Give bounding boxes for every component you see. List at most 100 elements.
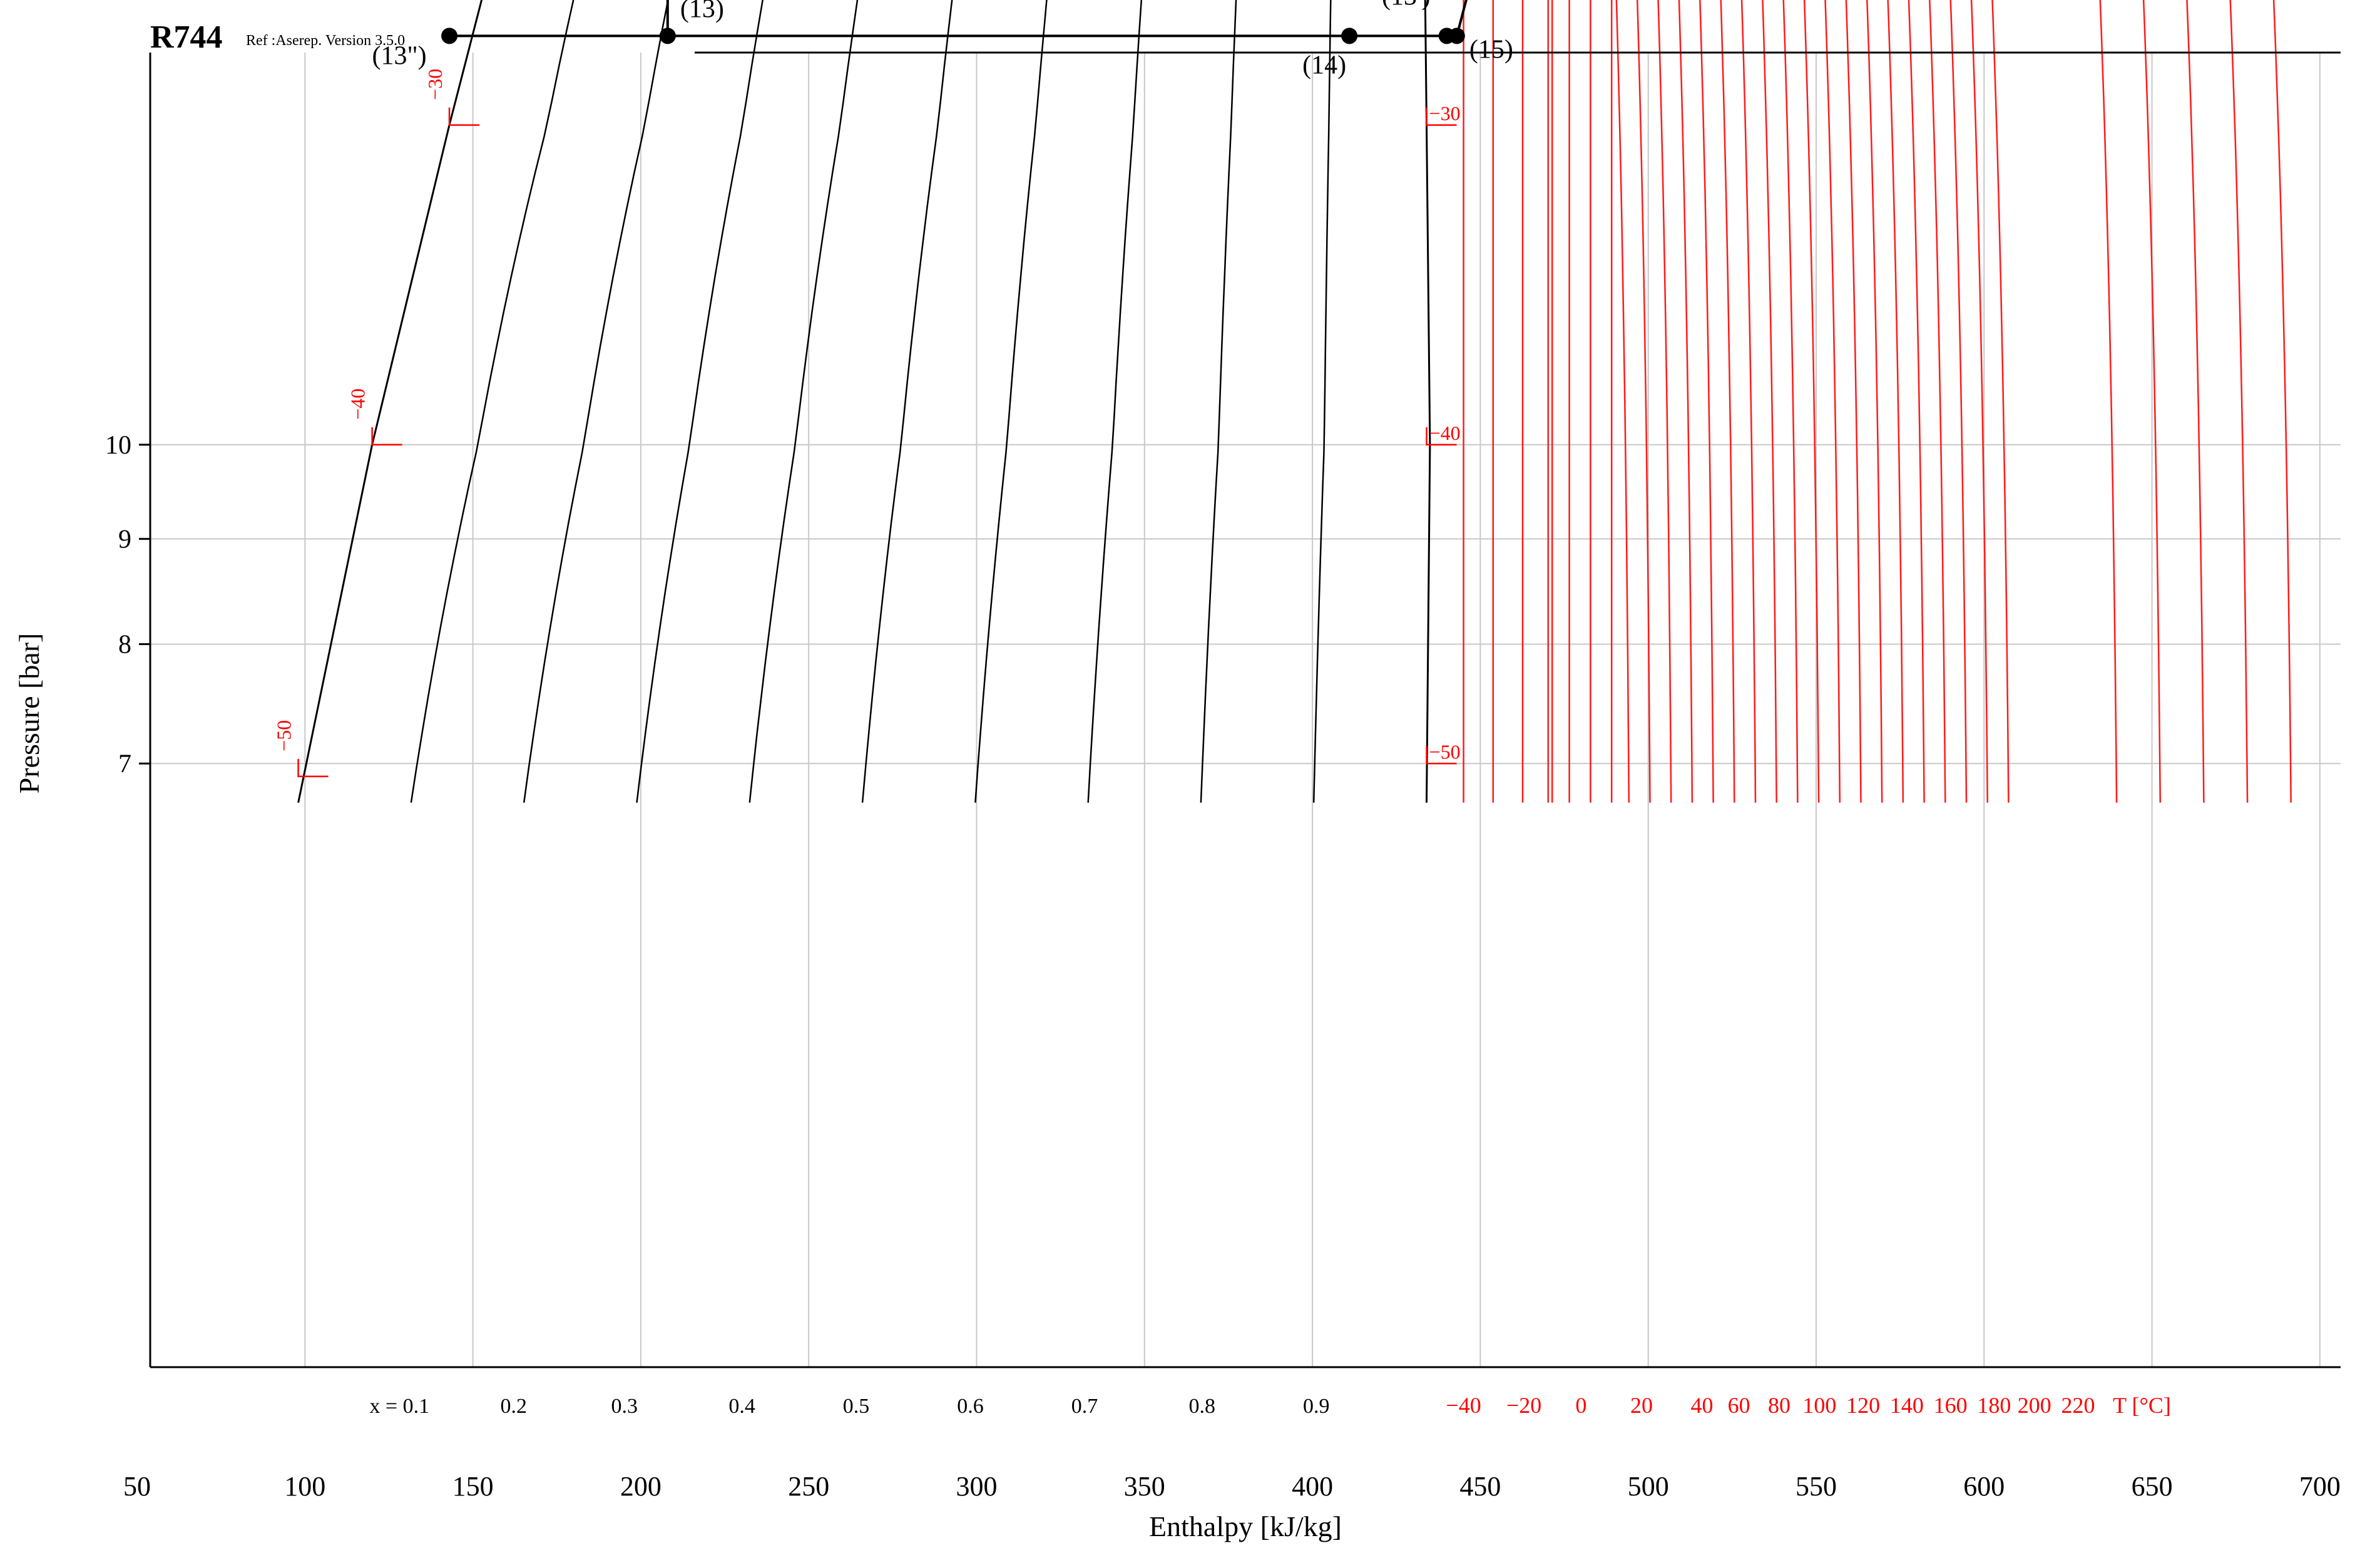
temperature-label: 20 [1630,1393,1653,1418]
quality-label: 0.3 [611,1395,638,1418]
cycle-lines [449,0,1468,38]
quality-line [974,0,1048,803]
isotherm-line [1991,0,2010,803]
isotherm-line [1762,0,1777,803]
isotherm-line [2229,0,2249,803]
temperature-tick [1426,107,1457,126]
vapor-temp-label: −50 [1429,740,1461,763]
isotherm-line [1657,0,1672,803]
quality-line [861,0,953,803]
vapor-temp-label: −30 [1429,102,1461,125]
quality-label: x = 0.1 [369,1395,429,1418]
temperature-label: 200 [2018,1393,2051,1418]
x-tick-label: 50 [123,1471,151,1502]
temperature-label: 80 [1768,1393,1790,1418]
quality-label: 0.9 [1303,1395,1330,1418]
quality-line [748,0,859,803]
temperature-label: 160 [1934,1393,1968,1418]
isotherm-line [1824,0,1841,803]
quality-line [1200,0,1237,803]
isotherm-line [2186,0,2205,803]
quality-lines [410,0,1332,803]
isotherm-line [1699,0,1714,803]
y-tick-label: 8 [118,631,131,659]
saturated-liquid-line [297,0,483,803]
isotherm-line [1615,0,1630,803]
quality-label: 0.8 [1189,1395,1216,1418]
temperature-label: 100 [1802,1393,1836,1418]
temperature-label: 140 [1890,1393,1924,1418]
cycle-point-label: (13') [1382,0,1431,11]
x-axis-title: Enthalpy [kJ/kg] [1149,1510,1342,1542]
vapor-temp-label: −40 [1429,422,1461,444]
cycle-point-label: (13") [372,41,426,70]
x-tick-label: 600 [1963,1471,2005,1502]
x-tick-label: 650 [2132,1471,2173,1502]
isotherm-line [1782,0,1799,803]
x-tick-label: 300 [956,1471,998,1502]
chart-text: 1009080706050403020109875010015020025030… [105,0,2341,1502]
isotherm-line [1803,0,1820,803]
x-tick-label: 350 [1124,1471,1165,1502]
x-tick-label: 100 [284,1471,325,1502]
isotherm-line [1866,0,1883,803]
x-tick-label: 700 [2299,1471,2341,1502]
temperature-label: −20 [1506,1393,1541,1418]
cycle-point-label: (15) [1469,35,1513,64]
isotherm-lines [1463,0,2292,803]
x-tick-label: 550 [1795,1471,1837,1502]
temperature-label: 120 [1846,1393,1880,1418]
quality-label: 0.2 [500,1395,527,1418]
liquid-temp-label: −50 [273,720,295,751]
temperature-tick [1426,746,1457,765]
temperature-tick [297,758,329,778]
temperature-label: 60 [1728,1393,1750,1418]
temperature-label: 40 [1691,1393,1714,1418]
isotherm-line [1720,0,1735,803]
y-axis-title: Pressure [bar] [13,633,45,794]
x-tick-label: 500 [1628,1471,1669,1502]
isotherm-line [2142,0,2162,803]
saturation-dome [297,0,1431,803]
quality-label: 0.5 [843,1395,870,1418]
cycle-point [441,28,458,44]
x-tick-label: 250 [788,1471,829,1502]
temperature-label: T [°C] [2113,1393,2171,1418]
cycle-points [441,28,1465,44]
x-tick-label: 450 [1459,1471,1501,1502]
chart-subtitle: Ref :Aserep. Version 3.5.0 [246,33,405,49]
liquid-temp-label: −40 [347,389,369,420]
isotherm-line [1887,0,1904,803]
x-tick-label: 200 [620,1471,661,1502]
quality-label: 0.4 [728,1395,755,1418]
isotherm-line [1908,0,1925,803]
temperature-label: 220 [2061,1393,2095,1418]
quality-line [523,0,669,803]
isotherm-line [2272,0,2292,803]
quality-line [1087,0,1143,803]
quality-line [636,0,764,803]
y-tick-label: 9 [118,525,131,554]
isotherm-line [1678,0,1693,803]
y-tick-label: 10 [105,431,131,460]
isotherm-line [1636,0,1651,803]
isotherm-line [1740,0,1757,803]
liquid-temp-label: −30 [424,69,446,100]
temperature-label: 180 [1977,1393,2011,1418]
x-tick-label: 400 [1292,1471,1333,1502]
y-tick-label: 7 [118,750,131,778]
isotherm-line [1845,0,1862,803]
chart-title: R744 [150,19,223,55]
isotherm-line [1929,0,1946,803]
isotherm-line [1970,0,1988,803]
cycle-point [1341,28,1358,44]
temperature-label: 0 [1575,1393,1586,1418]
temperature-tick [448,107,480,126]
temperature-tick [1426,427,1457,446]
quality-line [410,0,575,803]
x-tick-label: 150 [452,1471,494,1502]
quality-line [1312,0,1332,803]
cycle-point [1448,28,1465,44]
cycle-point-label: (13) [680,0,724,23]
